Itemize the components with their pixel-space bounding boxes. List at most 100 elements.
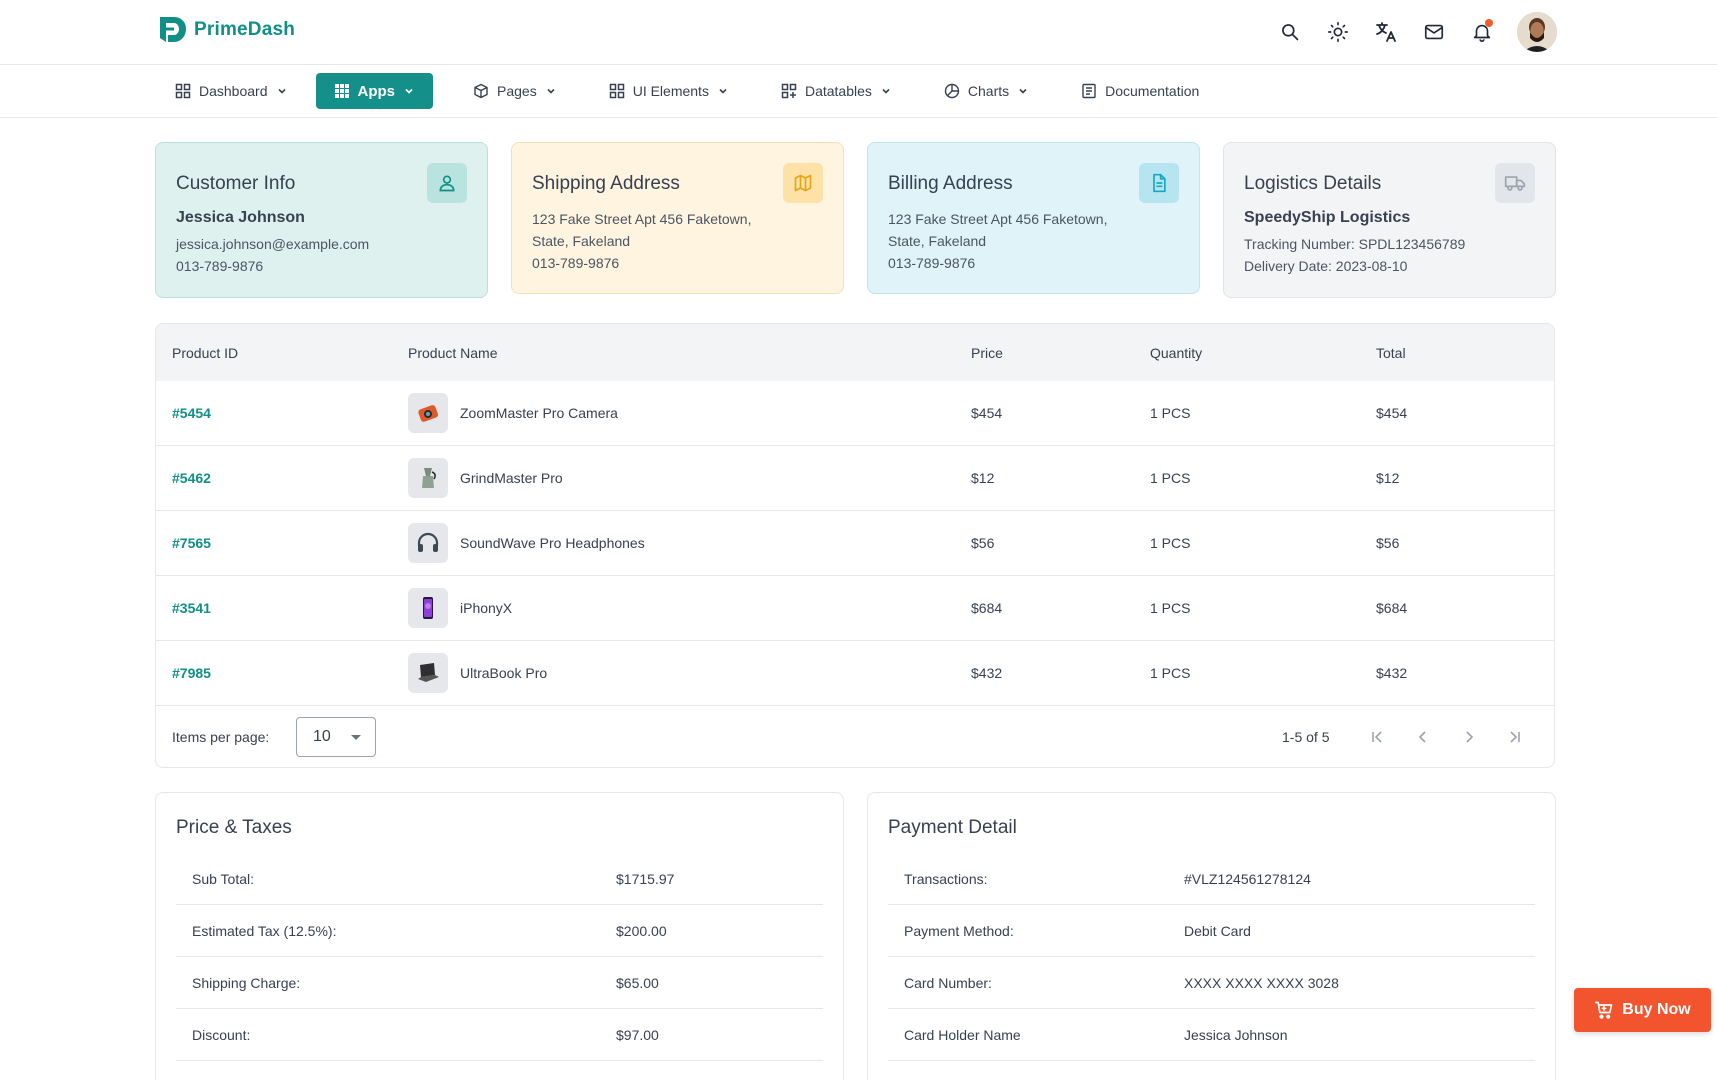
payment-value: XXXX XXXX XXXX 3028 xyxy=(1184,974,1339,991)
payment-label: Payment Method: xyxy=(904,922,1014,939)
brand[interactable]: PrimeDash xyxy=(156,15,295,45)
table-row: #3541 iPhonyX $684 1 PCS $684 xyxy=(156,576,1554,641)
product-name: GrindMaster Pro xyxy=(460,470,563,486)
price-value: $1715.97 xyxy=(616,870,675,887)
chevron-down-icon xyxy=(1019,88,1027,94)
product-id-link[interactable]: #5462 xyxy=(172,470,211,486)
apps-grid-icon xyxy=(334,84,349,98)
pie-chart-icon xyxy=(944,83,960,99)
billing-line-2: State, Fakeland xyxy=(888,233,987,249)
table-row: #7985 UltraBook Pro $432 1 PCS $432 xyxy=(156,641,1554,706)
header-product-name: Product Name xyxy=(408,344,498,361)
delivery-date: Delivery Date: 2023-08-10 xyxy=(1244,258,1408,274)
customer-info-card: Customer Info Jessica Johnson jessica.jo… xyxy=(155,142,488,298)
price-label: Discount: xyxy=(192,1026,251,1043)
product-name: ZoomMaster Pro Camera xyxy=(460,405,618,421)
grid-icon xyxy=(609,83,624,99)
logistics-details-card: Logistics Details SpeedyShip Logistics T… xyxy=(1223,142,1556,298)
nav-label: Apps xyxy=(357,82,396,100)
shipping-line-2: State, Fakeland xyxy=(532,233,631,249)
search-icon[interactable] xyxy=(1277,19,1303,45)
product-total: $432 xyxy=(1376,665,1408,681)
product-id-link[interactable]: #7565 xyxy=(172,535,211,551)
nav-apps[interactable]: Apps xyxy=(315,73,433,109)
nav-label: Charts xyxy=(967,83,1010,99)
billing-phone: 013-789-9876 xyxy=(888,255,976,271)
payment-row: Transactions: #VLZ124561278124 xyxy=(888,853,1535,905)
nav-charts[interactable]: Charts xyxy=(932,73,1041,109)
product-id-link[interactable]: #3541 xyxy=(172,600,211,616)
nav-label: Pages xyxy=(497,83,537,99)
nav-label: UI Elements xyxy=(632,83,709,99)
price-row: Estimated Tax (12.5%): $200.00 xyxy=(176,905,823,957)
card-title: Price & Taxes xyxy=(176,817,292,838)
price-label: Sub Total: xyxy=(192,870,255,887)
chevron-down-icon xyxy=(277,88,286,94)
first-page-icon[interactable] xyxy=(1364,724,1390,750)
payment-label: Card Holder Name xyxy=(904,1026,1021,1043)
phone-thumbnail xyxy=(408,588,448,628)
prev-page-icon[interactable] xyxy=(1410,724,1436,750)
next-page-icon[interactable] xyxy=(1456,724,1482,750)
product-id-link[interactable]: #5454 xyxy=(172,405,211,421)
payment-value: Jessica Johnson xyxy=(1184,1026,1288,1043)
price-value: $97.00 xyxy=(616,1026,659,1043)
product-price: $454 xyxy=(971,405,1003,421)
chevron-down-icon xyxy=(719,88,727,94)
payment-row: Card Number: XXXX XXXX XXXX 3028 xyxy=(888,957,1535,1009)
main-nav: Dashboard Apps Pages UI Elements Datatab… xyxy=(0,65,1717,118)
product-qty: 1 PCS xyxy=(1150,535,1191,551)
card-title: Customer Info xyxy=(176,173,296,194)
headphones-thumbnail xyxy=(408,523,448,563)
nav-label: Datatables xyxy=(804,83,872,99)
brand-name: PrimeDash xyxy=(194,19,296,40)
nav-ui-elements[interactable]: UI Elements xyxy=(597,73,741,109)
product-price: $56 xyxy=(971,535,995,551)
translate-icon[interactable] xyxy=(1373,19,1399,45)
payment-row: Payment Method: Debit Card xyxy=(888,905,1535,957)
product-qty: 1 PCS xyxy=(1150,470,1191,486)
table-grid-icon xyxy=(781,83,797,99)
map-icon xyxy=(783,163,823,203)
nav-documentation[interactable]: Documentation xyxy=(1069,73,1211,109)
card-title: Billing Address xyxy=(888,173,1013,194)
table-pagination: Items per page: 10 1-5 of 5 xyxy=(156,706,1554,767)
shipping-line-1: 123 Fake Street Apt 456 Faketown, xyxy=(532,211,752,227)
product-price: $12 xyxy=(971,470,995,486)
billing-line-1: 123 Fake Street Apt 456 Faketown, xyxy=(888,211,1108,227)
notification-bell-icon[interactable] xyxy=(1469,19,1495,45)
notification-dot xyxy=(1485,19,1493,27)
customer-name: Jessica Johnson xyxy=(176,209,305,226)
shipping-phone: 013-789-9876 xyxy=(532,255,620,271)
price-label: Shipping Charge: xyxy=(192,974,301,991)
nav-pages[interactable]: Pages xyxy=(461,73,569,109)
header-total: Total xyxy=(1376,344,1406,361)
nav-datatables[interactable]: Datatables xyxy=(769,73,904,109)
table-header: Product ID Product Name Price Quantity T… xyxy=(156,324,1554,381)
header-price: Price xyxy=(971,344,1003,361)
nav-label: Dashboard xyxy=(199,83,268,99)
price-row: Shipping Charge: $65.00 xyxy=(176,957,823,1009)
items-per-page-select[interactable]: 10 xyxy=(296,717,376,757)
user-icon xyxy=(427,163,467,203)
buy-now-label: Buy Now xyxy=(1622,1001,1691,1018)
product-total: $56 xyxy=(1376,535,1400,551)
buy-now-button[interactable]: Buy Now xyxy=(1574,988,1711,1032)
product-total: $454 xyxy=(1376,405,1408,421)
table-row: #7565 SoundWave Pro Headphones $56 1 PCS… xyxy=(156,511,1554,576)
mail-icon[interactable] xyxy=(1421,19,1447,45)
laptop-thumbnail xyxy=(408,653,448,693)
last-page-icon[interactable] xyxy=(1502,724,1528,750)
items-per-page-value: 10 xyxy=(313,728,331,745)
items-per-page-label: Items per page: xyxy=(172,729,270,745)
price-value: $65.00 xyxy=(616,974,659,991)
customer-phone: 013-789-9876 xyxy=(176,258,264,274)
dashboard-icon xyxy=(175,83,191,99)
price-label: Estimated Tax (12.5%): xyxy=(192,922,337,939)
user-avatar[interactable] xyxy=(1517,12,1557,52)
nav-dashboard[interactable]: Dashboard xyxy=(163,73,300,109)
product-total: $12 xyxy=(1376,470,1400,486)
product-qty: 1 PCS xyxy=(1150,405,1191,421)
theme-toggle-icon[interactable] xyxy=(1325,19,1351,45)
product-id-link[interactable]: #7985 xyxy=(172,665,211,681)
